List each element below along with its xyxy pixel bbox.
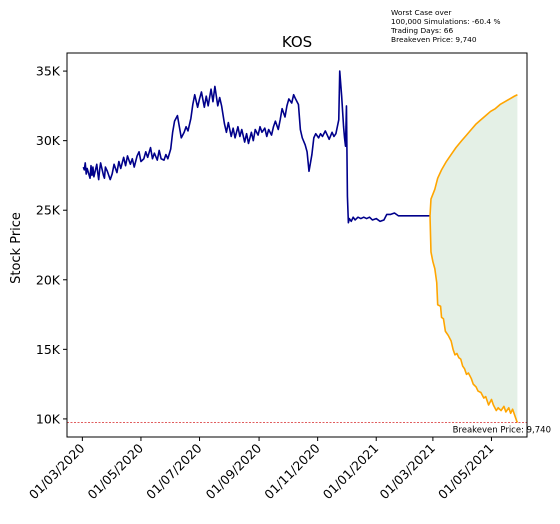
simulation-note-line-4: Breakeven Price: 9,740 bbox=[391, 35, 477, 44]
simulation-range-fill bbox=[430, 94, 518, 423]
simulation-note-line-1: Worst Case over bbox=[391, 8, 452, 17]
y-tick-label: 35K bbox=[36, 64, 61, 79]
y-tick-label: 10K bbox=[36, 411, 61, 426]
x-tick-label: 01/09/2020 bbox=[203, 440, 265, 502]
y-tick-label: 20K bbox=[36, 272, 61, 287]
y-tick-label: 25K bbox=[36, 203, 61, 218]
x-tick-label: 01/05/2021 bbox=[435, 441, 497, 503]
plot-area-frame bbox=[66, 52, 528, 438]
simulation-note-line-3: Trading Days: 66 bbox=[391, 26, 454, 35]
simulation-range-area bbox=[430, 94, 518, 423]
x-tick-label: 01/01/2021 bbox=[320, 441, 382, 503]
history-line bbox=[82, 70, 431, 224]
x-tick-label: 01/05/2020 bbox=[85, 440, 147, 502]
y-tick-label: 30K bbox=[36, 133, 61, 148]
series-lines bbox=[82, 70, 519, 423]
breakeven-label: Breakeven Price: 9,740 bbox=[453, 426, 551, 436]
y-tick-label: 15K bbox=[36, 342, 61, 357]
y-axis-ticks: 10K 15K 20K 25K 30K 35K bbox=[36, 64, 67, 426]
x-tick-label: 01/07/2020 bbox=[143, 440, 205, 502]
lower-bound-line bbox=[429, 215, 519, 423]
chart-title: KOS bbox=[282, 33, 312, 51]
x-tick-label: 01/03/2020 bbox=[26, 440, 88, 502]
y-axis-label: Stock Price bbox=[9, 212, 24, 284]
simulation-note-line-2: 100,000 Simulations: -60.4 % bbox=[391, 17, 501, 26]
x-tick-label: 01/11/2020 bbox=[261, 440, 323, 502]
x-axis-ticks: 01/03/202001/05/202001/07/202001/09/2020… bbox=[26, 437, 497, 502]
upper-bound-line bbox=[429, 94, 518, 216]
x-tick-label: 01/03/2021 bbox=[376, 441, 438, 503]
